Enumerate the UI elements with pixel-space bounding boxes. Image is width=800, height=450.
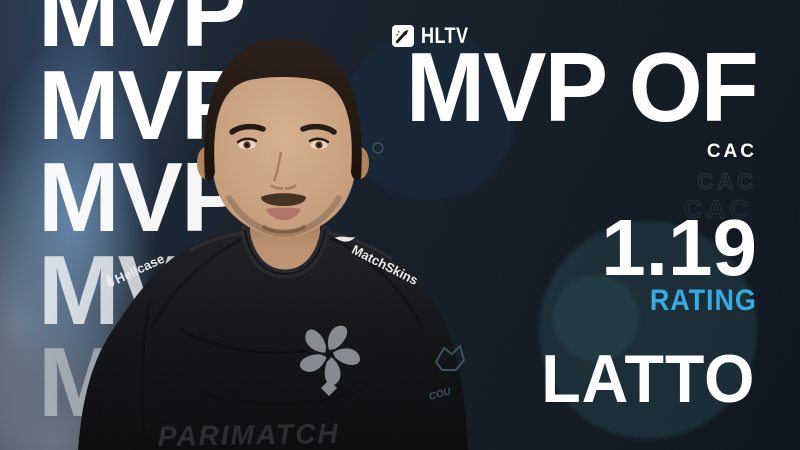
event-name-echo: CAC (697, 169, 757, 194)
rating-label: RATING (650, 284, 757, 317)
background-ring-decoration (372, 142, 384, 154)
parimatch-label: PARIMATCH (158, 418, 340, 450)
event-name: CAC (706, 141, 757, 162)
rating-value: 1.19 (601, 203, 757, 292)
player-name: LATTO (540, 341, 755, 417)
headline-title: MVP OF (405, 32, 759, 142)
